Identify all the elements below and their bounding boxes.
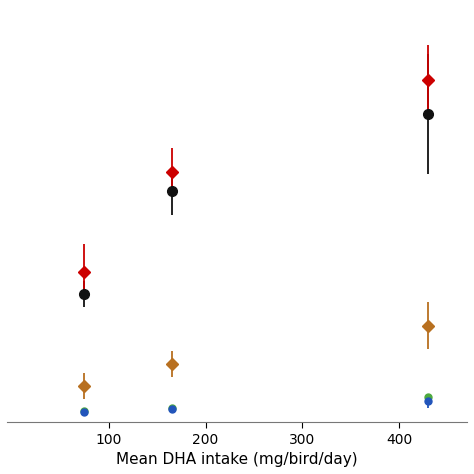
X-axis label: Mean DHA intake (mg/bird/day): Mean DHA intake (mg/bird/day) [116, 452, 358, 467]
